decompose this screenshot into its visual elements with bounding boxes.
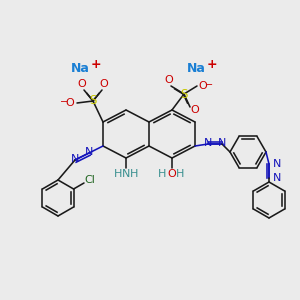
- Text: O: O: [78, 79, 86, 89]
- Text: N: N: [122, 169, 130, 179]
- Text: N: N: [273, 159, 281, 169]
- Text: N: N: [85, 147, 93, 157]
- Text: O: O: [190, 105, 200, 115]
- Text: −: −: [205, 80, 213, 90]
- Text: −: −: [60, 97, 68, 107]
- Text: N: N: [218, 138, 226, 148]
- Text: Cl: Cl: [85, 175, 95, 185]
- Text: S: S: [89, 94, 97, 107]
- Text: +: +: [207, 58, 217, 70]
- Text: H: H: [158, 169, 166, 179]
- Text: O: O: [66, 98, 74, 108]
- Text: +: +: [91, 58, 101, 70]
- Text: N: N: [204, 138, 212, 148]
- Text: H: H: [130, 169, 138, 179]
- Text: Na: Na: [70, 61, 89, 74]
- Text: N: N: [71, 154, 79, 164]
- Text: N: N: [273, 173, 281, 183]
- Text: O: O: [199, 81, 207, 91]
- Text: S: S: [180, 88, 188, 100]
- Text: O: O: [168, 169, 176, 179]
- Text: Na: Na: [187, 61, 206, 74]
- Text: H: H: [176, 169, 184, 179]
- Text: O: O: [100, 79, 108, 89]
- Text: H: H: [114, 169, 122, 179]
- Text: O: O: [165, 75, 173, 85]
